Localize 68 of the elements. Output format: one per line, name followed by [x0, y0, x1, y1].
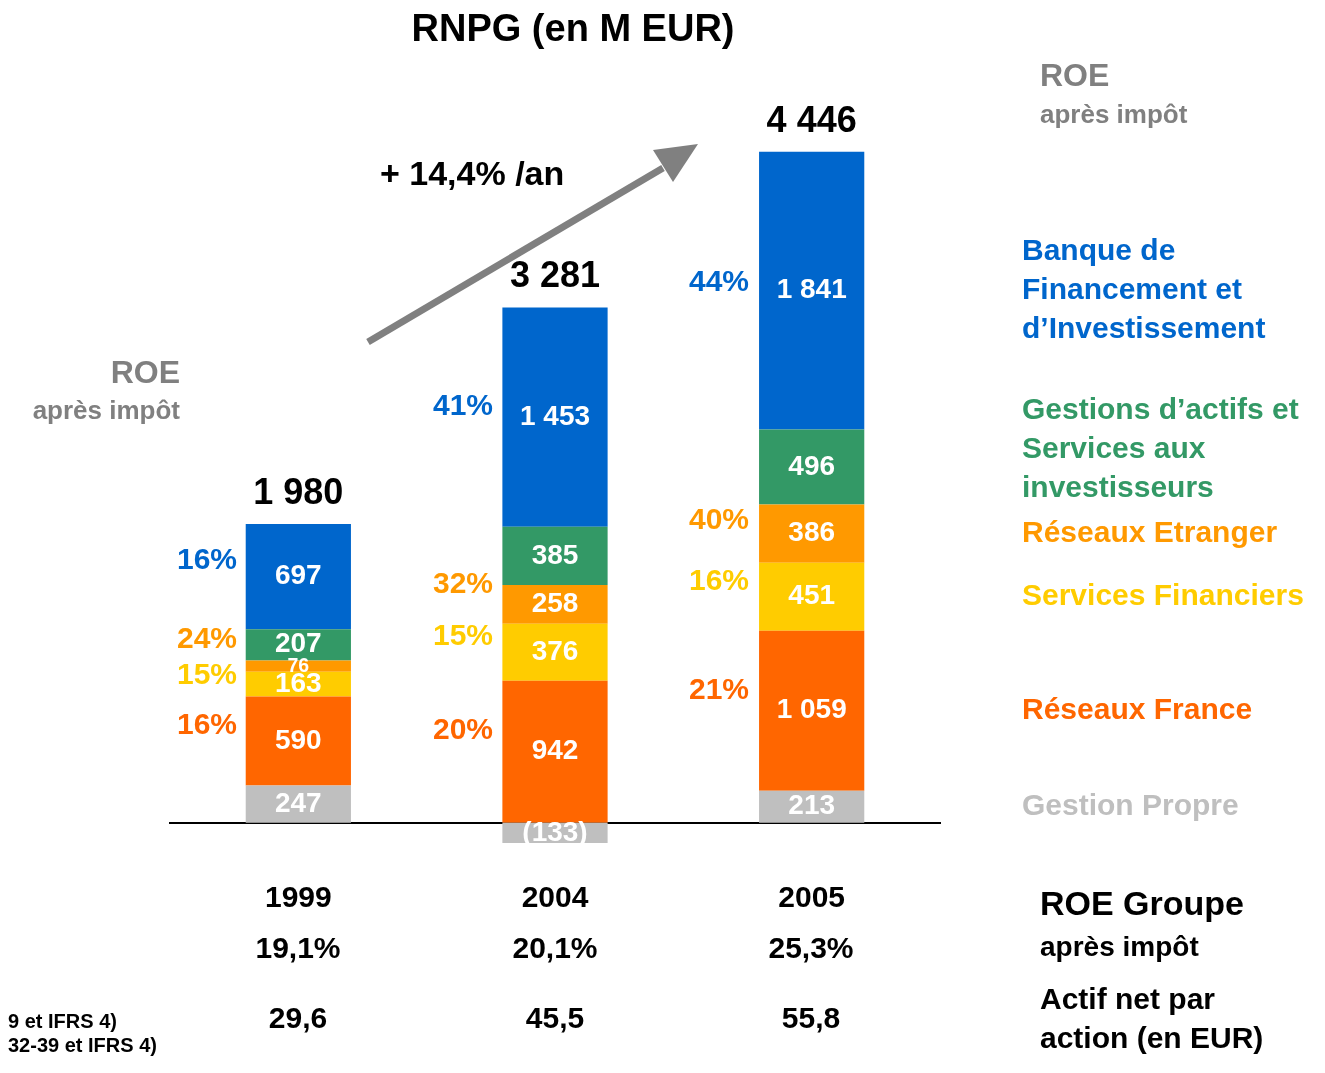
bar: [245, 523, 351, 630]
bar: [502, 680, 608, 823]
text: 29,6: [268, 1001, 328, 1035]
data-label: 1 841: [776, 273, 847, 305]
bar: [759, 630, 865, 791]
annotation: 41%: [432, 388, 493, 422]
annotation: 40%: [688, 502, 749, 536]
annotation: 32%: [432, 566, 493, 600]
bar: [759, 562, 865, 631]
bar: [502, 526, 608, 585]
data-label: 942: [531, 734, 579, 766]
data-label: 1 059: [776, 693, 847, 725]
text: 25,3%: [768, 931, 854, 965]
data-label: 1 453: [519, 399, 591, 431]
data-label: 385: [531, 538, 579, 570]
annotation: 16%: [176, 707, 237, 741]
bar: [502, 623, 608, 681]
text: 45,5: [525, 1001, 585, 1035]
text: 55,8: [781, 1001, 841, 1035]
data-label: 247: [274, 786, 322, 818]
text: 19,1%: [255, 931, 341, 965]
annotation: ROE: [110, 353, 180, 390]
data-label: 213: [788, 789, 836, 821]
text: après impôt: [1040, 99, 1188, 130]
data-label: 258: [531, 587, 579, 619]
data-label: 496: [788, 449, 836, 481]
text: 9 et IFRS 4): [8, 1009, 117, 1032]
bar: [759, 504, 865, 563]
text: Réseaux France: [1022, 692, 1253, 726]
text: Gestions d’actifs et Services aux investisseurs: [1022, 391, 1299, 503]
bar: [759, 151, 865, 430]
annotation: + 14,4% /an: [380, 154, 565, 193]
bar: [245, 696, 351, 786]
annotation: après impôt: [32, 395, 181, 426]
total-label: 4 446: [766, 98, 857, 140]
data-label: 697: [274, 559, 322, 591]
bar: [245, 660, 351, 672]
text: Réseaux Etranger: [1022, 514, 1278, 548]
x-tick-label: 2004: [521, 880, 589, 914]
text: après impôt: [1040, 930, 1199, 962]
text: Actif net par: [1040, 982, 1216, 1016]
text: Banque de Financement et d’Investissement: [1022, 232, 1266, 344]
annotation: 16%: [688, 563, 749, 597]
text: Gestion Propre: [1022, 788, 1239, 822]
annotation: 15%: [432, 618, 493, 652]
data-label: 590: [274, 723, 322, 755]
text: ROE: [1040, 56, 1110, 93]
text: ROE Groupe: [1040, 884, 1245, 923]
x-tick-label: 2005: [778, 880, 846, 914]
annotation: 20%: [432, 712, 493, 746]
x-tick-label: 1999: [264, 880, 332, 914]
data-label: 376: [531, 634, 579, 666]
text: Services Financiers: [1022, 578, 1304, 612]
data-label: 386: [788, 516, 836, 548]
text: 20,1%: [512, 931, 598, 965]
data-label: 451: [788, 579, 836, 611]
data-label: 207: [274, 627, 322, 659]
text: action (en EUR): [1040, 1021, 1264, 1055]
total-label: 1 980: [253, 470, 344, 512]
annotation: 15%: [176, 657, 237, 691]
annotation: 21%: [688, 672, 749, 706]
annotation: 44%: [688, 264, 749, 298]
text: 32-39 et IFRS 4): [8, 1033, 157, 1056]
annotation: 16%: [176, 542, 237, 576]
bar: [759, 429, 865, 505]
chart-title: RNPG (en M EUR): [410, 7, 736, 49]
total-label: 3 281: [509, 254, 601, 296]
annotation: 24%: [176, 621, 237, 655]
